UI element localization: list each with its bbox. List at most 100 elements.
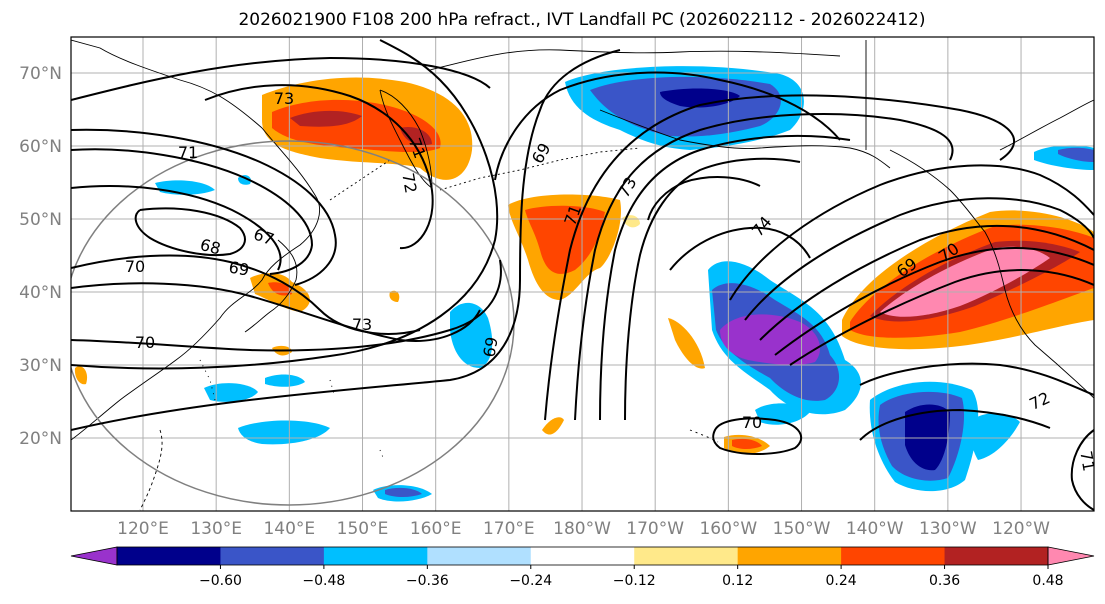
anomaly-okhotsk-darkred: [290, 110, 432, 146]
coast-aleutian: [439, 147, 641, 191]
contour-line: [134, 207, 246, 257]
lon-label: 180°W: [553, 519, 611, 539]
colorbar-tick-label: 0.12: [722, 573, 753, 589]
lat-label: 20°N: [19, 429, 62, 449]
colorbar-segment: [220, 547, 325, 565]
colorbar-tick-label: −0.48: [302, 573, 345, 589]
coast-arctic: [429, 49, 841, 71]
contour-label: 73: [274, 89, 294, 108]
coast-asia: [71, 39, 320, 441]
contour-line: [729, 164, 1094, 301]
contour-line: [744, 197, 1094, 321]
colorbar: −0.60 −0.48 −0.36 −0.24 −0.12 0.12 0.24 0.36 0.4…: [70, 546, 1095, 589]
contour-line: [774, 246, 1094, 356]
anomaly-nepac-pink: [880, 246, 1050, 317]
contour-line: [71, 148, 314, 275]
lat-label: 40°N: [19, 283, 62, 303]
lon-label: 120°E: [117, 519, 169, 539]
anomaly-small-orange2: [74, 366, 88, 385]
colorbar-segment: [841, 547, 946, 565]
contour-line: [1070, 429, 1094, 511]
contour-label: 70: [742, 413, 762, 432]
contour-label: 71: [178, 143, 198, 162]
contour-label: 68: [198, 235, 223, 259]
lon-label: 170°E: [483, 519, 535, 539]
contour-line: [204, 84, 434, 250]
contour-line: [859, 408, 1051, 441]
contour-line: [647, 176, 761, 221]
lon-label: 170°W: [626, 519, 684, 539]
contour-label: 70: [135, 333, 155, 352]
contour-line: [71, 49, 621, 431]
colorbar-segment: [634, 547, 739, 565]
anomaly-eq-navy: [905, 404, 950, 471]
colorbar-tick-label: −0.60: [199, 573, 242, 589]
contour-line: [71, 128, 337, 286]
contour-label: 71: [1076, 449, 1098, 472]
anomaly-small-cyan: [238, 175, 251, 185]
contour-line: [71, 39, 499, 370]
colorbar-tick-label: −0.12: [613, 573, 656, 589]
lat-label: 60°N: [19, 137, 62, 157]
coast-na-north: [865, 40, 1094, 151]
lon-label: 150°W: [773, 519, 831, 539]
anomaly-arctic-navy: [660, 88, 740, 108]
contour-line: [624, 157, 801, 421]
coast-kuril: [329, 159, 391, 201]
colorbar-tick-label: 0.24: [826, 573, 857, 589]
refractivity-contours: [71, 39, 1094, 511]
contour-line: [859, 362, 1094, 396]
contour-line: [71, 259, 502, 352]
lat-label: 50°N: [19, 210, 62, 230]
lon-label: 130°W: [919, 519, 977, 539]
contour-line: [759, 224, 1094, 341]
contour-line: [789, 269, 1094, 366]
contour-label: 69: [227, 257, 250, 279]
figure-title: 2026021900 F108 200 hPa refract., IVT La…: [238, 10, 925, 30]
colorbar-frame: [116, 546, 1049, 566]
colorbar-segment: [944, 547, 1049, 565]
colorbar-segment: [427, 547, 532, 565]
lon-label: 140°E: [263, 519, 315, 539]
longitude-labels: 120°E 130°E 140°E 150°E 160°E 170°E 180°W 170°W…: [117, 519, 1050, 539]
colorbar-tick-label: 0.36: [929, 573, 960, 589]
anomaly-wpac-cyan4: [265, 374, 305, 387]
anomaly-eq-cyan2: [970, 413, 1020, 460]
lat-label: 30°N: [19, 356, 62, 376]
contour-line: [71, 185, 282, 271]
map-area: [71, 37, 1094, 511]
colorbar-extend-low: [70, 546, 118, 566]
shaded-anomalies: [74, 66, 1094, 502]
lon-label: 130°E: [190, 519, 242, 539]
coast-japan: [244, 239, 298, 333]
colorbar-segment: [737, 547, 842, 565]
anomaly-wpac-blue6: [385, 487, 422, 497]
colorbar-extend-high: [1047, 546, 1095, 566]
contour-label: 69: [479, 335, 501, 358]
coast-na-west: [889, 149, 1094, 399]
contour-label: 70: [125, 257, 145, 276]
latitude-labels: 70°N 60°N 50°N 40°N 30°N 20°N: [19, 64, 62, 449]
anomaly-midpac-orange: [668, 318, 705, 369]
anomaly-canada-blue: [1058, 147, 1094, 162]
contour-label: 73: [352, 315, 372, 334]
lon-label: 150°E: [337, 519, 389, 539]
contour-line: [599, 134, 851, 421]
coast-philippines: [139, 429, 163, 511]
lat-label: 70°N: [19, 64, 62, 84]
lon-label: 160°W: [699, 519, 757, 539]
map-frame: [70, 36, 1095, 512]
graticule: [71, 37, 1094, 511]
anomaly-hawaii-red: [732, 438, 762, 449]
contour-line: [494, 71, 841, 181]
contour-line: [544, 94, 1015, 421]
anomaly-bering-red: [525, 205, 605, 274]
contour-line: [574, 113, 954, 421]
colorbar-segment: [530, 547, 635, 565]
contour-line: [71, 282, 481, 342]
anomaly-small-orange1: [389, 290, 400, 302]
contour-line: [712, 417, 802, 455]
contour-label: 72: [398, 171, 420, 194]
colorbar-tick-label: −0.36: [406, 573, 449, 589]
